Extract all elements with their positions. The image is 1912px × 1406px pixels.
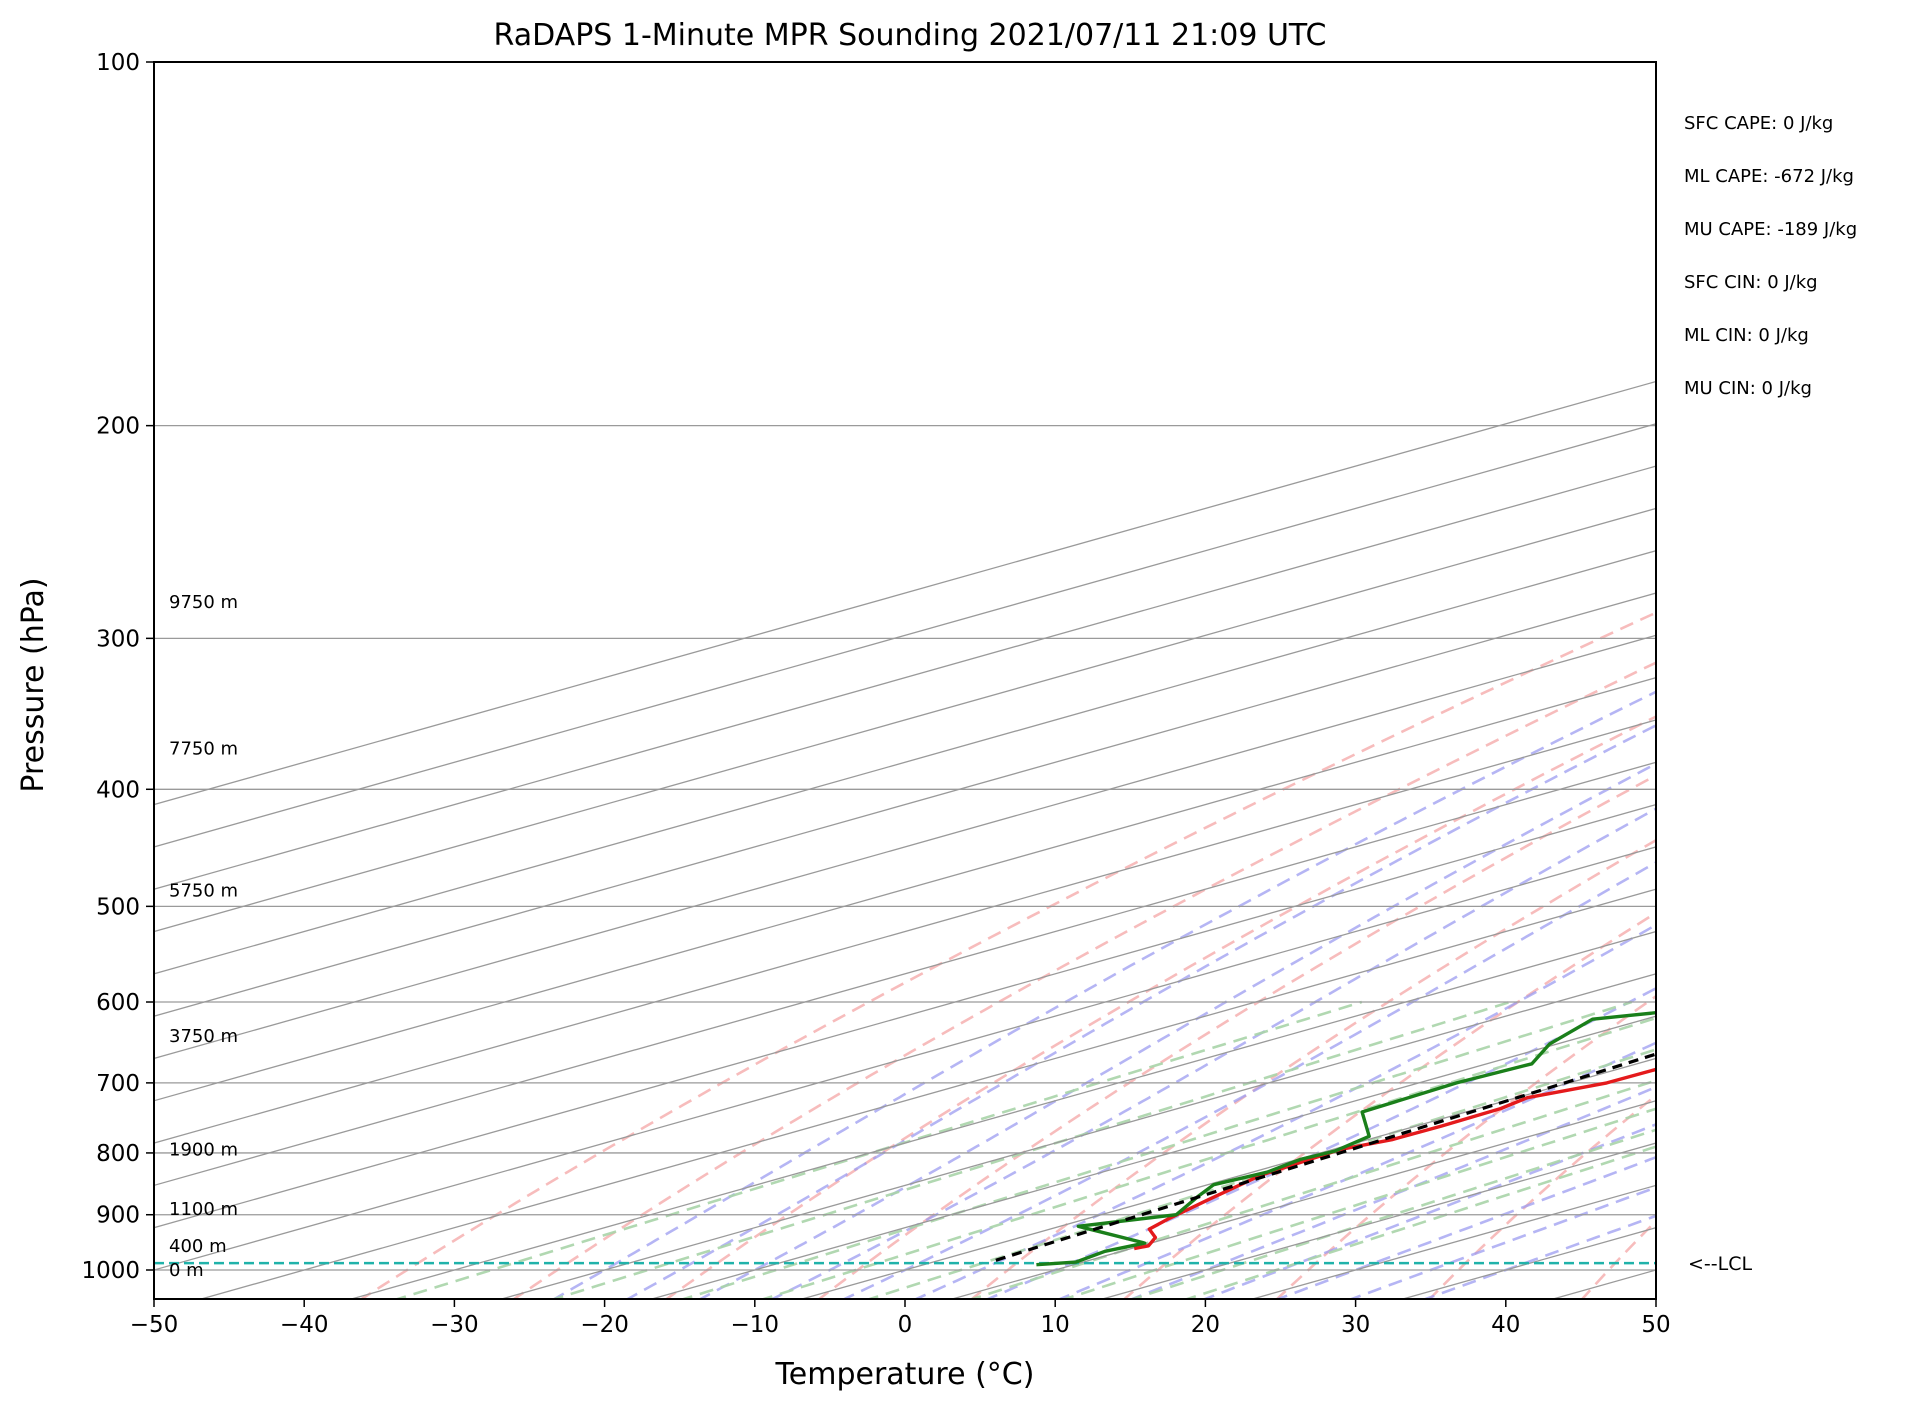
y-tick-label: 100: [96, 50, 140, 76]
height-label: 7750 m: [169, 738, 238, 759]
x-tick-label: −10: [731, 1312, 780, 1338]
stat-sfc-cape: SFC CAPE: 0 J/kg: [1684, 113, 1833, 134]
stat-ml-cin: ML CIN: 0 J/kg: [1684, 325, 1809, 346]
isotherm-line: [649, 1015, 1656, 1299]
chart-title: RaDAPS 1-Minute MPR Sounding 2021/07/11 …: [494, 18, 1327, 53]
y-axis-ticks: 100 200 300 400 500 600 700 800 900 1000: [81, 50, 154, 1284]
dry-adiabat: [1886, 62, 1912, 1301]
dry-adiabat: [1427, 1093, 1656, 1299]
mixing-ratio-line: [393, 1000, 1363, 1299]
y-tick-label: 600: [96, 990, 140, 1016]
x-tick-label: 40: [1491, 1312, 1520, 1338]
isotherm-line: [154, 550, 1656, 975]
dry-adiabat: [664, 715, 1656, 1299]
mixing-ratio-line: [968, 1079, 1656, 1299]
stat-mu-cape: MU CAPE: -189 J/kg: [1684, 219, 1857, 240]
x-tick-label: 20: [1191, 1312, 1220, 1338]
x-tick-label: 30: [1341, 1312, 1370, 1338]
dry-adiabat: [969, 838, 1656, 1299]
isotherm-line: [799, 1057, 1656, 1299]
stats-panel: SFC CAPE: 0 J/kg ML CAPE: -672 J/kg MU C…: [1684, 113, 1857, 399]
lcl-label: <--LCL: [1688, 1253, 1752, 1275]
isotherm-line: [499, 973, 1656, 1299]
stat-sfc-cin: SFC CIN: 0 J/kg: [1684, 272, 1818, 293]
height-label: 3750 m: [169, 1026, 238, 1047]
height-labels: 9750 m 7750 m 5750 m 3750 m 1900 m 1100 m 400 …: [169, 592, 238, 1281]
series-group: [989, 1011, 1656, 1267]
mixing-ratio-line: [550, 1000, 1511, 1299]
isotherm-line: [154, 592, 1656, 1017]
isotherm-line: [349, 930, 1656, 1299]
stat-ml-cape: ML CAPE: -672 J/kg: [1684, 166, 1854, 187]
isotherm-line: [154, 634, 1656, 1060]
moist-adiabat: [841, 860, 1656, 1299]
isotherm-line: [154, 761, 1656, 1187]
x-tick-label: 0: [898, 1312, 913, 1338]
moist-adiabat: [1128, 1085, 1656, 1299]
height-label: 9750 m: [169, 592, 238, 613]
x-tick-label: 50: [1641, 1312, 1670, 1338]
dry-adiabat: [511, 661, 1656, 1299]
moist-adiabat: [913, 923, 1656, 1299]
isotherm-line: [198, 888, 1656, 1299]
height-label: 1100 m: [169, 1199, 238, 1220]
stat-mu-cin: MU CIN: 0 J/kg: [1684, 378, 1812, 399]
mixing-ratio-line: [1060, 1107, 1656, 1299]
dry-adiabat: [1122, 911, 1656, 1299]
y-tick-label: 500: [96, 894, 140, 920]
y-tick-label: 300: [96, 626, 140, 652]
temperature-line: [1133, 1067, 1656, 1251]
y-axis-label: Pressure (hPa): [16, 577, 51, 792]
plot-frame: [153, 61, 1657, 1300]
y-tick-label: 900: [96, 1203, 140, 1229]
isotherm-line: [154, 846, 1656, 1271]
y-tick-label: 1000: [81, 1258, 140, 1284]
y-tick-label: 700: [96, 1071, 140, 1097]
dry-adiabat: [1275, 994, 1656, 1299]
x-tick-label: −20: [580, 1312, 629, 1338]
isotherm-line: [154, 719, 1656, 1144]
moist-adiabat: [551, 690, 1656, 1299]
dewpoint-line: [1036, 1011, 1656, 1267]
isotherm-line: [154, 676, 1656, 1102]
x-tick-label: −40: [280, 1312, 329, 1338]
x-tick-label: −50: [130, 1312, 179, 1338]
x-axis-ticks: −50 −40 −30 −20 −10 0 10 20 30 40 50: [130, 1299, 1671, 1338]
y-tick-label: 800: [96, 1141, 140, 1167]
isotherm-line: [154, 423, 1656, 848]
height-label: 0 m: [169, 1260, 204, 1281]
x-tick-label: 10: [1041, 1312, 1070, 1338]
dry-adiabat: [1734, 62, 1912, 1301]
isotherm-line: [154, 380, 1656, 806]
height-label: 1900 m: [169, 1140, 238, 1161]
height-label: 5750 m: [169, 880, 238, 901]
isotherm-line: [154, 507, 1656, 933]
height-label: 400 m: [169, 1236, 227, 1257]
y-tick-label: 400: [96, 777, 140, 803]
x-axis-label: Temperature (°C): [775, 1357, 1035, 1392]
isotherm-line: [154, 465, 1656, 890]
isotherm-line: [154, 803, 1656, 1229]
background-lines: [154, 62, 1912, 1301]
mixing-ratio-line: [759, 1016, 1656, 1299]
mixing-ratio-line: [679, 1000, 1633, 1299]
x-tick-label: −30: [430, 1312, 479, 1338]
y-tick-label: 200: [96, 414, 140, 440]
